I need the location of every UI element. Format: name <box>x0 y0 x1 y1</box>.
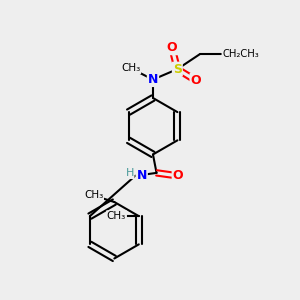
Text: CH₂CH₃: CH₂CH₃ <box>223 49 259 59</box>
Text: H: H <box>126 169 134 178</box>
Text: N: N <box>136 169 147 182</box>
Text: N: N <box>148 73 158 86</box>
Text: CH₃: CH₃ <box>84 190 103 200</box>
Text: S: S <box>173 63 182 76</box>
Text: CH₃: CH₃ <box>121 63 140 73</box>
Text: O: O <box>172 169 183 182</box>
Text: O: O <box>167 41 177 54</box>
Text: O: O <box>190 74 201 87</box>
Text: CH₃: CH₃ <box>107 211 126 221</box>
